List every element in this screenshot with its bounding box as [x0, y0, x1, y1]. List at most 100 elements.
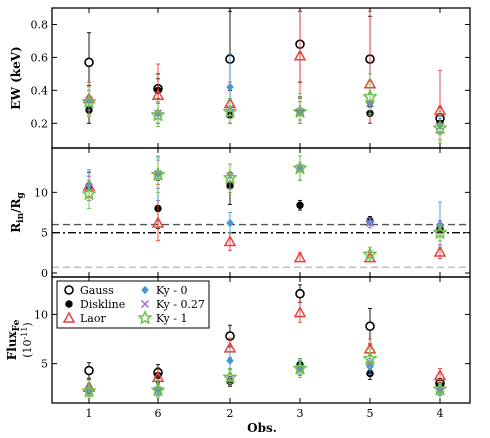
legend-marker — [141, 285, 149, 295]
data-point — [151, 216, 165, 228]
y-tick-label: 5 — [41, 358, 48, 371]
series-ky027 — [84, 355, 445, 397]
x-tick-label: 4 — [437, 407, 444, 420]
data-point — [433, 381, 447, 396]
panel-frame — [51, 147, 471, 278]
series-ky027 — [84, 89, 445, 136]
legend-marker — [64, 285, 74, 295]
data-point — [151, 382, 165, 397]
x-tick-label: 3 — [297, 407, 304, 420]
y-tick-label: 10 — [34, 186, 48, 199]
x-axis: 1 6 2 3 5 4 — [86, 407, 444, 420]
data-point — [363, 89, 377, 103]
legend-label: Ky - 0 — [156, 284, 187, 297]
panel-frame — [51, 276, 471, 404]
data-point — [293, 361, 307, 375]
legend-entry-ky0: Ky - 0 — [141, 284, 187, 297]
legend-marker — [62, 311, 76, 323]
data-point — [293, 49, 307, 61]
data-point — [84, 365, 94, 376]
legend-entry-diskline: Diskline — [65, 298, 125, 311]
panel-data — [82, 155, 447, 263]
panel-data — [82, 284, 447, 399]
panel-flux: 5 10 FluxFe(10-11) — [5, 276, 471, 404]
y-tick-label: 0.4 — [31, 84, 49, 97]
series-diskline — [85, 78, 444, 134]
data-point — [433, 225, 447, 239]
panel-data — [82, 10, 447, 144]
data-point — [433, 245, 447, 257]
panel-ew: 0.2 0.4 0.6 0.8 EW (keV) — [9, 7, 471, 149]
y-tick-label: 5 — [41, 227, 48, 240]
series-ky0 — [85, 155, 444, 248]
y-tick-label: 0.2 — [31, 117, 49, 130]
legend-entry-ky1: Ky - 1 — [138, 310, 187, 325]
legend-label: Laor — [80, 312, 106, 325]
legend-label: Ky - 1 — [156, 312, 187, 325]
series-ky1 — [82, 73, 447, 144]
legend-label: Gauss — [80, 284, 114, 297]
data-point — [295, 288, 305, 299]
data-point — [82, 383, 96, 398]
y-axis-unit-flux: (10-11) — [20, 322, 34, 357]
series-diskline — [85, 358, 444, 394]
data-point — [223, 370, 237, 384]
series-ky1 — [82, 348, 447, 399]
data-point — [365, 321, 375, 332]
legend-label: Diskline — [80, 298, 125, 311]
y-tick-label: 0 — [41, 267, 48, 280]
series-laor — [82, 175, 447, 263]
x-tick-label: 2 — [227, 407, 234, 420]
y-axis-label-rin: Rin/Rg — [9, 191, 26, 232]
chart-panels: 0.2 0.4 0.6 0.8 EW (keV) 0 5 10 Rin/Rg 5 10 FluxFe(… — [5, 7, 471, 404]
data-point — [365, 218, 375, 228]
y-tick-label: 0.6 — [31, 51, 49, 64]
data-point — [223, 234, 237, 247]
data-point — [84, 57, 94, 68]
data-point — [223, 170, 237, 184]
legend-marker — [65, 300, 73, 308]
x-tick-label: 6 — [155, 407, 162, 420]
data-point — [151, 167, 165, 181]
legend-frame — [56, 280, 210, 329]
x-tick-label: 5 — [367, 407, 374, 420]
data-point — [82, 186, 96, 200]
x-tick-label: 1 — [86, 407, 93, 420]
legend-label: Ky - 0.27 — [156, 298, 205, 311]
series-laor — [82, 10, 447, 141]
data-point — [151, 88, 165, 101]
panel-frame — [51, 7, 471, 149]
data-point — [296, 201, 304, 209]
y-axis-label-ew: EW (keV) — [9, 46, 23, 109]
legend-entry-ky027: Ky - 0.27 — [140, 298, 205, 311]
legend-entry-laor: Laor — [62, 311, 106, 325]
legend-marker — [140, 299, 150, 309]
data-point — [151, 107, 165, 122]
data-point — [293, 160, 307, 175]
data-point — [82, 94, 96, 108]
data-point — [293, 104, 307, 118]
data-point — [433, 120, 447, 135]
series-gauss — [84, 10, 445, 129]
y-axis-label-flux: FluxFe — [5, 319, 22, 360]
data-point — [226, 356, 234, 366]
data-point — [293, 251, 307, 263]
legend-entry-gauss: Gauss — [64, 284, 114, 297]
y-tick-label: 10 — [34, 308, 48, 321]
series-ky1 — [82, 155, 447, 262]
data-point — [223, 104, 237, 118]
data-point — [363, 247, 377, 261]
data-point — [226, 218, 234, 228]
panel-rin: 0 5 10 Rin/Rg — [9, 147, 471, 280]
series-ky0 — [85, 351, 444, 396]
data-point — [363, 351, 377, 365]
x-axis-label: Obs. — [247, 421, 277, 435]
series-ky0 — [85, 53, 444, 134]
legend-marker — [138, 310, 152, 325]
data-point — [433, 368, 447, 381]
series-diskline — [85, 171, 444, 234]
data-point — [226, 82, 234, 92]
data-point — [293, 305, 307, 318]
